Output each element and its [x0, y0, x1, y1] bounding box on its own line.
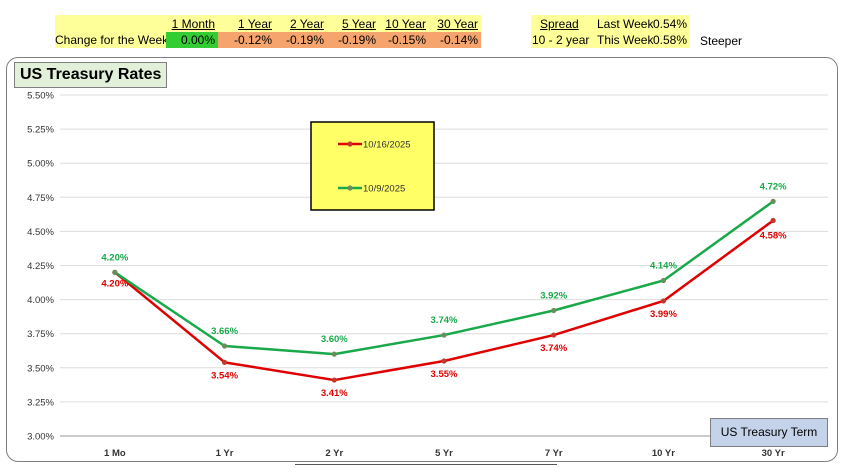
- chart-title: US Treasury Rates: [14, 62, 168, 88]
- data-point: [331, 377, 337, 383]
- legend-label: 10/9/2025: [363, 184, 405, 195]
- y-tick-label: 5.50%: [27, 91, 54, 102]
- data-label: 4.72%: [760, 181, 787, 192]
- y-tick-label: 5.00%: [27, 159, 54, 170]
- data-point: [551, 332, 557, 338]
- data-point: [551, 307, 557, 314]
- data-label: 3.66%: [211, 326, 238, 337]
- spread-this-week-value: 0.58%: [652, 33, 687, 47]
- header-1-month: 1 Month: [171, 17, 215, 31]
- data-label: 4.58%: [760, 230, 787, 241]
- y-tick-label: 3.50%: [27, 363, 54, 374]
- y-tick-label: 4.25%: [27, 261, 54, 272]
- x-tick-label: 5 Yr: [435, 448, 453, 459]
- value-1-month: 0.00%: [166, 32, 218, 48]
- spread-label: 10 - 2 year: [532, 33, 590, 47]
- spread-this-week-label: This Week: [597, 33, 654, 47]
- y-tick-label: 3.00%: [27, 432, 54, 443]
- data-point: [660, 277, 667, 284]
- header-2-year: 2 Year: [289, 17, 324, 31]
- data-point: [331, 351, 337, 357]
- data-label: 3.92%: [540, 291, 567, 302]
- x-tick-label: 7 Yr: [545, 448, 563, 459]
- value-1-year: -0.12%: [218, 32, 275, 48]
- legend-marker: [347, 185, 353, 191]
- data-label: 3.60%: [321, 334, 348, 345]
- value-5-year: -0.19%: [327, 32, 379, 48]
- data-label: 3.74%: [431, 315, 458, 326]
- spread-last-week-label: Last Week: [597, 17, 654, 31]
- spread-status: Steeper: [700, 34, 743, 48]
- data-label: 3.54%: [211, 370, 238, 381]
- spread-last-week-value: 0.54%: [652, 17, 687, 31]
- data-label: 3.55%: [431, 369, 458, 380]
- x-tick-label: 1 Yr: [216, 448, 234, 459]
- data-point: [112, 269, 118, 275]
- y-tick-label: 3.75%: [27, 329, 54, 340]
- data-label: 3.74%: [540, 343, 567, 354]
- change-row-label: Change for the Week:: [55, 33, 172, 47]
- legend-label: 10/16/2025: [363, 140, 411, 151]
- y-tick-label: 5.25%: [27, 125, 54, 136]
- data-label: 4.14%: [650, 261, 677, 272]
- x-tick-label: 30 Yr: [762, 448, 785, 459]
- data-point: [770, 217, 776, 224]
- x-tick-label: 1 Mo: [104, 448, 126, 459]
- value-30-year: -0.14%: [429, 32, 481, 48]
- data-point: [660, 298, 667, 304]
- footer-divider: [295, 464, 557, 465]
- data-label: 4.20%: [101, 278, 128, 289]
- data-point: [441, 358, 447, 364]
- y-tick-label: 4.00%: [27, 295, 54, 306]
- series-line-10-16-2025: [114, 219, 774, 382]
- header-30-year: 30 Year: [437, 17, 478, 31]
- data-point: [441, 332, 447, 338]
- x-tick-label: 2 Yr: [325, 448, 343, 459]
- data-label: 3.99%: [650, 309, 677, 320]
- data-label: 4.20%: [101, 252, 128, 263]
- data-point: [221, 343, 228, 349]
- value-10-year: -0.15%: [379, 32, 429, 48]
- spread-header: Spread: [540, 17, 579, 31]
- value-2-year: -0.19%: [275, 32, 327, 48]
- y-tick-label: 4.75%: [27, 193, 54, 204]
- data-point: [770, 198, 776, 204]
- header-1-year: 1 Year: [237, 17, 272, 31]
- legend-marker: [347, 141, 353, 147]
- legend-box: [310, 121, 435, 211]
- header-5-year: 5 Year: [341, 17, 376, 31]
- y-tick-label: 4.50%: [27, 227, 54, 238]
- data-label: 3.41%: [321, 388, 348, 399]
- x-tick-label: 10 Yr: [652, 448, 675, 459]
- y-tick-label: 3.25%: [27, 397, 54, 408]
- x-axis-title: US Treasury Term: [710, 418, 828, 447]
- header-10-year: 10 Year: [385, 17, 426, 31]
- data-point: [221, 359, 228, 365]
- spread-bg: [531, 15, 690, 48]
